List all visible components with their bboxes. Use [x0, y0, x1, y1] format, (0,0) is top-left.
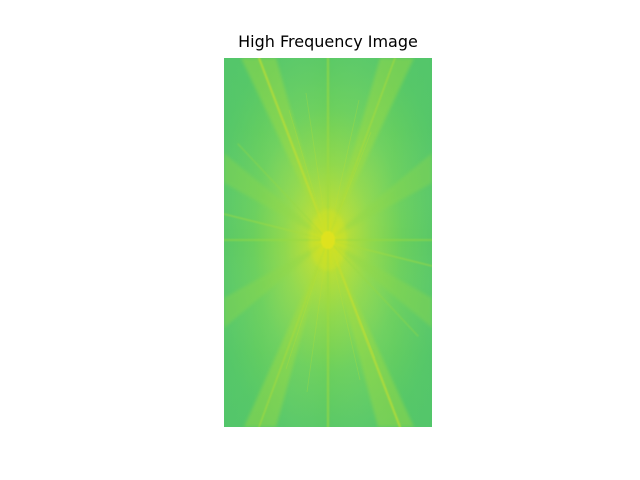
- spectrum-image: [224, 58, 432, 427]
- spectrum-image-graphic: [224, 58, 432, 427]
- figure-title: High Frequency Image: [238, 32, 418, 51]
